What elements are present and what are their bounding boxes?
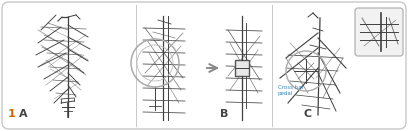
FancyBboxPatch shape: [355, 8, 403, 56]
Text: C: C: [304, 109, 312, 119]
Text: Cross bar
pedal: Cross bar pedal: [278, 85, 304, 96]
FancyBboxPatch shape: [2, 2, 406, 129]
Text: B: B: [220, 109, 228, 119]
FancyBboxPatch shape: [235, 60, 249, 76]
Text: A: A: [19, 109, 28, 119]
Text: 1: 1: [8, 109, 16, 119]
